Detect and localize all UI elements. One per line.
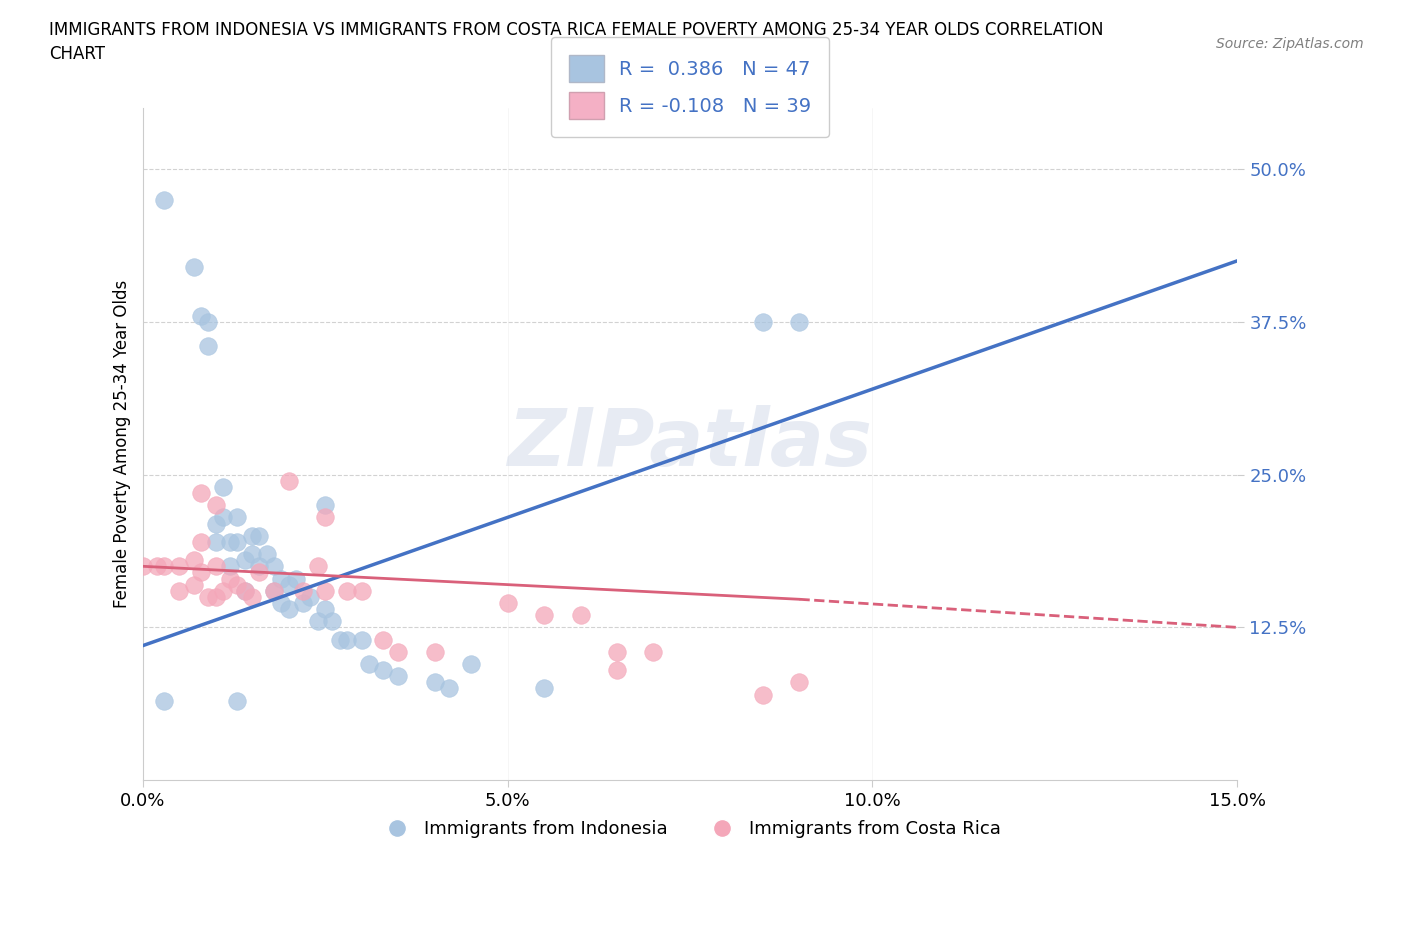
Point — [533, 681, 555, 696]
Point — [153, 559, 176, 574]
Point — [263, 559, 285, 574]
Point — [247, 528, 270, 543]
Point — [277, 602, 299, 617]
Point — [204, 498, 226, 512]
Point — [314, 510, 336, 525]
Point — [233, 583, 256, 598]
Point — [423, 675, 446, 690]
Legend: Immigrants from Indonesia, Immigrants from Costa Rica: Immigrants from Indonesia, Immigrants fr… — [371, 813, 1008, 845]
Point — [190, 535, 212, 550]
Point — [233, 552, 256, 567]
Point — [752, 687, 775, 702]
Point — [263, 583, 285, 598]
Point — [606, 644, 628, 659]
Text: ZIPatlas: ZIPatlas — [508, 405, 873, 483]
Point — [197, 590, 219, 604]
Point — [569, 607, 592, 622]
Point — [373, 663, 395, 678]
Point — [240, 528, 263, 543]
Point — [270, 595, 292, 610]
Point — [131, 559, 153, 574]
Point — [299, 590, 322, 604]
Point — [219, 535, 242, 550]
Point — [437, 681, 460, 696]
Point — [197, 314, 219, 329]
Point — [240, 590, 263, 604]
Point — [336, 632, 359, 647]
Point — [357, 657, 380, 671]
Point — [350, 632, 373, 647]
Text: Source: ZipAtlas.com: Source: ZipAtlas.com — [1216, 37, 1364, 51]
Point — [247, 565, 270, 579]
Point — [167, 559, 190, 574]
Point — [204, 559, 226, 574]
Point — [277, 578, 299, 592]
Point — [153, 693, 176, 708]
Point — [256, 547, 278, 562]
Point — [183, 259, 205, 274]
Point — [533, 607, 555, 622]
Point — [373, 632, 395, 647]
Point — [350, 583, 373, 598]
Text: CHART: CHART — [49, 45, 105, 62]
Point — [314, 498, 336, 512]
Point — [211, 583, 233, 598]
Point — [153, 193, 176, 207]
Point — [321, 614, 343, 629]
Point — [226, 535, 249, 550]
Point — [314, 602, 336, 617]
Point — [292, 595, 315, 610]
Point — [211, 479, 233, 494]
Point — [226, 578, 249, 592]
Point — [496, 595, 519, 610]
Point — [752, 314, 775, 329]
Point — [190, 309, 212, 324]
Point — [183, 578, 205, 592]
Point — [183, 552, 205, 567]
Point — [329, 632, 352, 647]
Point — [190, 565, 212, 579]
Point — [284, 571, 307, 586]
Point — [226, 510, 249, 525]
Point — [789, 314, 811, 329]
Point — [292, 583, 315, 598]
Point — [336, 583, 359, 598]
Point — [270, 571, 292, 586]
Point — [277, 473, 299, 488]
Point — [167, 583, 190, 598]
Point — [307, 614, 329, 629]
Point — [190, 485, 212, 500]
Point — [423, 644, 446, 659]
Point — [643, 644, 665, 659]
Point — [263, 583, 285, 598]
Text: IMMIGRANTS FROM INDONESIA VS IMMIGRANTS FROM COSTA RICA FEMALE POVERTY AMONG 25-: IMMIGRANTS FROM INDONESIA VS IMMIGRANTS … — [49, 21, 1104, 39]
Point — [314, 583, 336, 598]
Point — [204, 535, 226, 550]
Point — [606, 663, 628, 678]
Point — [204, 516, 226, 531]
Point — [211, 510, 233, 525]
Point — [146, 559, 169, 574]
Point — [219, 571, 242, 586]
Point — [197, 339, 219, 353]
Point — [226, 693, 249, 708]
Point — [460, 657, 482, 671]
Point — [789, 675, 811, 690]
Point — [387, 644, 409, 659]
Point — [307, 559, 329, 574]
Point — [204, 590, 226, 604]
Point — [233, 583, 256, 598]
Point — [387, 669, 409, 684]
Point — [219, 559, 242, 574]
Point — [247, 559, 270, 574]
Y-axis label: Female Poverty Among 25-34 Year Olds: Female Poverty Among 25-34 Year Olds — [114, 280, 131, 608]
Point — [240, 547, 263, 562]
